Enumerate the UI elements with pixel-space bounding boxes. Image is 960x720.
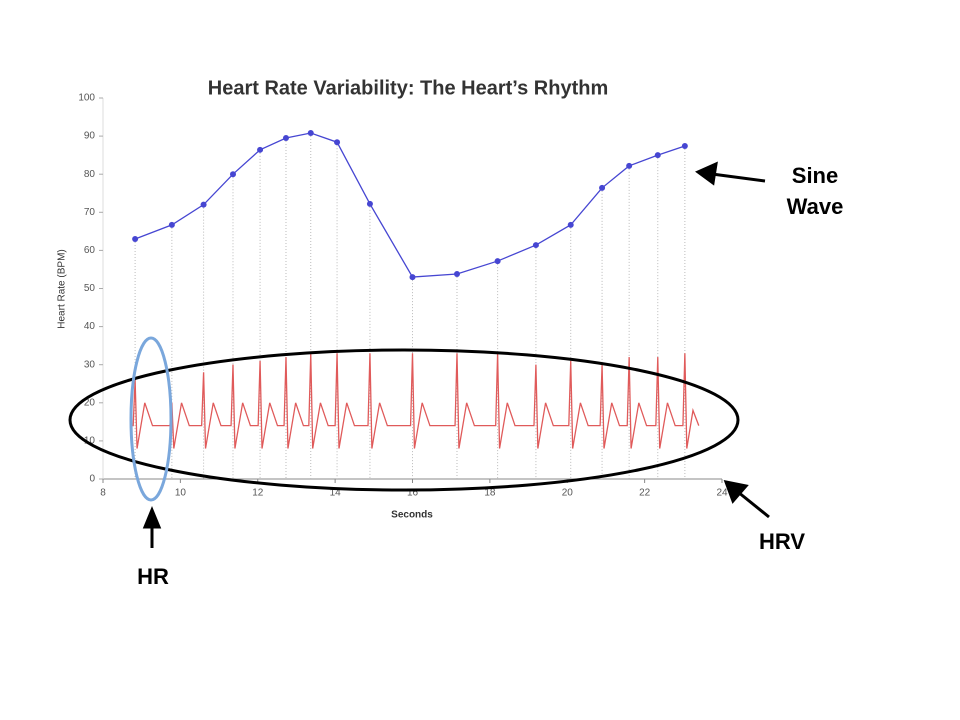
x-tick-label: 14 [330, 488, 342, 499]
point [567, 221, 574, 228]
point [257, 146, 264, 153]
point [366, 200, 373, 207]
point [409, 274, 416, 281]
point [681, 143, 688, 150]
annotation: Sine [792, 163, 838, 188]
y-tick-label: 60 [84, 245, 96, 256]
point [494, 258, 501, 265]
y-tick-label: 50 [84, 283, 96, 294]
y-tick-label: 90 [84, 131, 96, 142]
series-line [134, 132, 686, 278]
y-tick-label: 10 [84, 436, 96, 447]
y-tick-label: 40 [84, 321, 96, 332]
point [626, 162, 633, 169]
arrow-head [723, 480, 749, 504]
y-tick-label: 70 [84, 207, 96, 218]
point [654, 152, 661, 159]
y-tick-label: 30 [84, 359, 96, 370]
annotation: HR [137, 564, 169, 589]
x-axis-label: Seconds [391, 510, 433, 521]
point [200, 201, 207, 208]
annotation: HRV [759, 529, 805, 554]
annotation: Wave [787, 194, 844, 219]
arrow-head [142, 506, 162, 529]
chart-title: Heart Rate Variability: The Heart’s Rhyt… [208, 77, 609, 99]
point [307, 130, 314, 137]
point [599, 184, 606, 191]
point [229, 171, 236, 178]
x-tick-label: 20 [562, 488, 574, 499]
point [532, 242, 539, 249]
hrv-ellipse [68, 348, 740, 492]
y-tick-label: 0 [89, 474, 95, 485]
x-tick-label: 18 [484, 488, 496, 499]
point [132, 235, 139, 242]
x-tick-label: 10 [175, 488, 187, 499]
x-tick-label: 12 [252, 488, 264, 499]
arrow-line [711, 172, 766, 183]
x-tick-label: 16 [407, 488, 419, 499]
series-line [130, 353, 700, 449]
plot-area: 0 10 20 30 40 50 60 70 80 90 100 8 10 12 14 16 18 20 22 24 [78, 93, 728, 499]
arrow-line [737, 490, 770, 519]
x-tick-label: 8 [100, 488, 106, 499]
y-axis-label: Heart Rate (BPM) [57, 249, 68, 328]
y-tick-label: 100 [78, 93, 95, 104]
point [282, 135, 289, 142]
point [334, 139, 341, 146]
point [453, 271, 460, 278]
y-tick-label: 80 [84, 169, 96, 180]
hr-ellipse [129, 336, 173, 502]
y-tick-label: 20 [84, 397, 96, 408]
point [168, 221, 175, 228]
x-tick-label: 24 [716, 488, 728, 499]
arrow-head [695, 161, 718, 186]
arrows [142, 161, 770, 548]
x-tick-label: 22 [639, 488, 651, 499]
